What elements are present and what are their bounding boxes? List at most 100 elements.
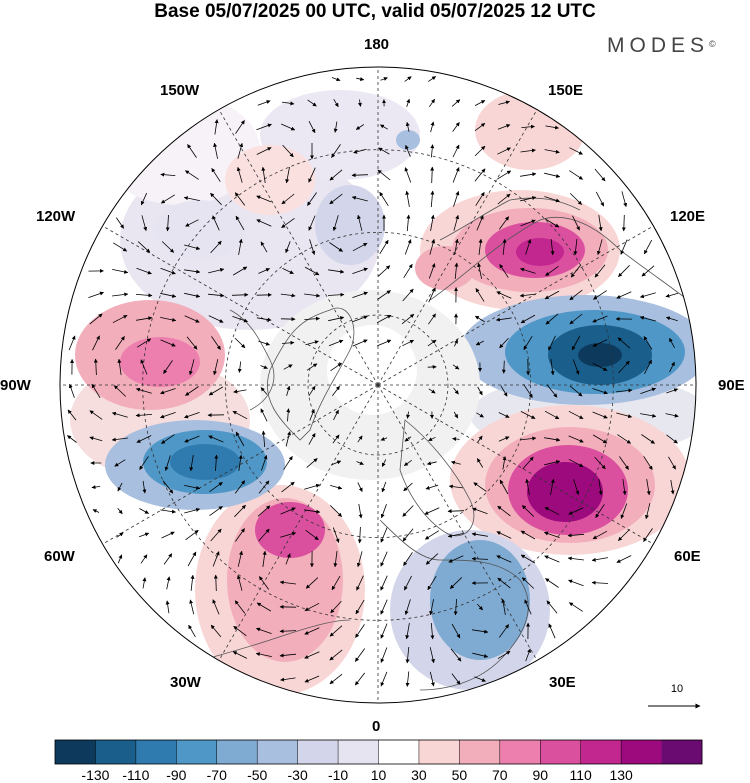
wind-vector (329, 169, 343, 181)
wind-vector (406, 98, 411, 108)
wind-vector (214, 119, 219, 135)
wind-vector (141, 215, 148, 232)
wind-vector (378, 147, 390, 155)
wind-vector (260, 408, 268, 422)
wind-vector (189, 599, 195, 615)
wind-vectors (67, 76, 679, 687)
wind-vector (429, 238, 436, 255)
wind-vector (520, 411, 536, 419)
wind-vector (260, 365, 268, 369)
wind-vector (279, 580, 296, 585)
wind-vector (406, 411, 410, 419)
wind-vector (355, 124, 365, 130)
wind-vector (185, 219, 199, 227)
wind-vector (257, 505, 271, 517)
wind-vector (616, 412, 633, 419)
wind-vector (521, 577, 535, 589)
wind-vector (616, 291, 632, 299)
wind-vector (213, 359, 219, 376)
wind-vector (377, 265, 391, 277)
wind-vector (379, 191, 389, 207)
wind-vector (161, 531, 175, 539)
wind-vector (186, 336, 198, 350)
wind-vector (401, 313, 415, 325)
wind-vector (448, 555, 464, 563)
wind-vector (571, 335, 581, 351)
wind-vector (568, 579, 584, 587)
wind-vector (304, 675, 320, 683)
wind-vector (357, 435, 363, 443)
wind-vector (525, 239, 532, 255)
wind-vector (476, 412, 484, 418)
wind-vector (187, 144, 197, 158)
wind-vector (160, 339, 176, 347)
wind-vector (187, 551, 197, 567)
wind-vector (592, 315, 608, 323)
wind-vector (666, 434, 678, 444)
wind-vector (210, 528, 222, 542)
wind-vector (545, 578, 559, 588)
wind-vector (453, 191, 460, 207)
wind-vector (665, 413, 679, 418)
anomaly-positive (120, 337, 200, 387)
polar-region (327, 325, 417, 415)
wind-vector (405, 646, 410, 664)
wind-vector (236, 166, 243, 183)
anomaly-negative (170, 444, 240, 480)
wind-vector (404, 239, 412, 255)
wind-vector (621, 191, 628, 208)
wind-vector (304, 509, 321, 514)
wind-vector (669, 361, 675, 373)
meridian-line (218, 109, 379, 386)
wind-vector (280, 293, 296, 298)
wind-vector (404, 575, 412, 591)
wind-vector (331, 575, 341, 591)
wind-vector (520, 196, 537, 202)
wind-vector (498, 216, 510, 230)
wind-vector (450, 648, 462, 662)
wind-vector (164, 455, 171, 471)
wind-vector (381, 481, 387, 493)
wind-vector (351, 173, 369, 178)
wind-vector (163, 360, 173, 374)
wind-vector (595, 504, 605, 519)
wind-vector (309, 239, 316, 255)
wind-vector (212, 599, 220, 615)
wind-vector (286, 408, 291, 422)
wind-vector (520, 314, 536, 324)
wind-vector (544, 149, 560, 154)
wind-vector (285, 553, 291, 565)
wind-vector (160, 412, 176, 419)
colorbar-tick-label: 30 (411, 767, 427, 783)
wind-vector (402, 528, 414, 542)
wind-vector (427, 575, 437, 591)
wind-vector (495, 317, 512, 322)
lon-label-120e: 120E (670, 208, 706, 225)
wind-vector (591, 557, 608, 562)
wind-vector (166, 576, 171, 590)
colorbar-swatch (338, 740, 379, 764)
wind-vector (331, 460, 342, 466)
wind-vector (429, 671, 435, 687)
wind-vector (135, 413, 153, 418)
lon-label-60w: 60W (44, 548, 75, 565)
wind-vector (281, 193, 295, 205)
wind-vector (136, 316, 153, 321)
wind-vector (160, 194, 176, 204)
wind-vector (184, 485, 201, 490)
wind-vector (380, 437, 388, 441)
wind-vector (524, 599, 532, 615)
wind-vector (212, 215, 220, 231)
wind-vector (285, 431, 291, 447)
wind-vector (329, 625, 343, 637)
wind-vector (234, 192, 246, 206)
wind-vector (568, 410, 584, 420)
wind-vector (428, 287, 436, 303)
wind-vector (140, 359, 148, 375)
wind-vector (160, 317, 177, 322)
wind-vector (380, 77, 388, 81)
wind-vector (496, 291, 512, 299)
wind-vector (525, 478, 530, 495)
wind-vector (403, 552, 413, 566)
wind-vector (569, 289, 583, 301)
